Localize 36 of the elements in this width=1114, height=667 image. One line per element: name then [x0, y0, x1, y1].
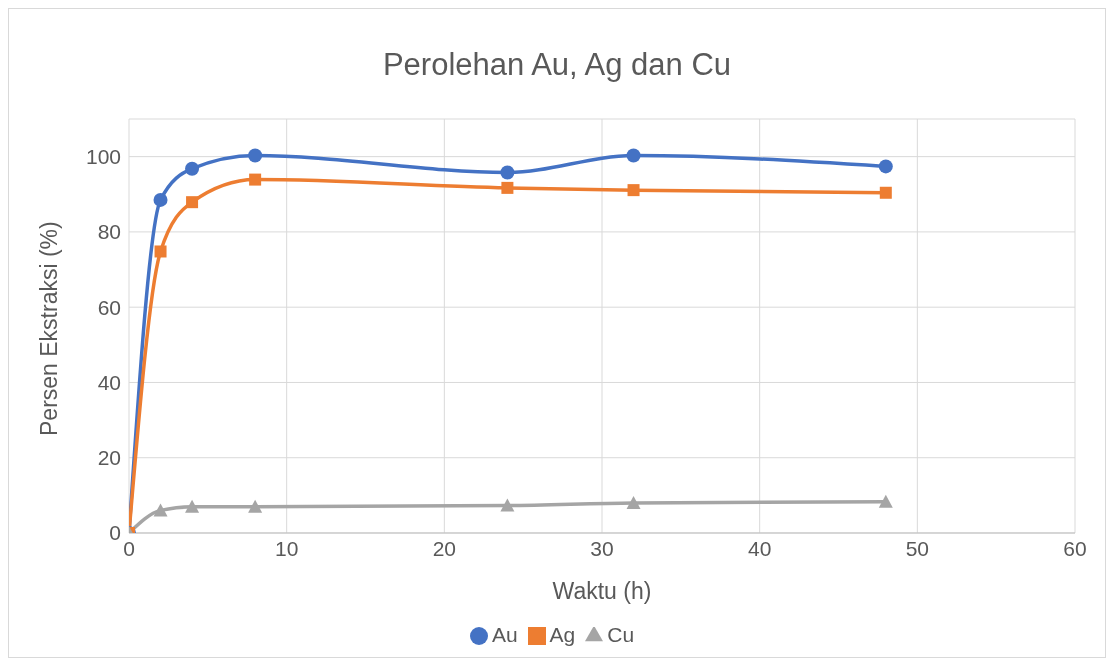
point: [185, 161, 200, 176]
point: [626, 148, 641, 163]
x-tick-label: 50: [905, 536, 930, 560]
chart-title: Perolehan Au, Ag dan Cu: [381, 46, 733, 84]
x-tick-label: 60: [1063, 536, 1087, 560]
legend-label: Cu: [607, 623, 635, 646]
point: [878, 159, 893, 174]
point: [879, 186, 892, 199]
point: [154, 245, 167, 258]
point: [153, 503, 168, 517]
point: [500, 498, 515, 512]
y-tick-label: 20: [97, 446, 121, 470]
point: [627, 184, 640, 197]
y-tick-label: 100: [85, 145, 121, 169]
y-tick-label: 60: [97, 295, 121, 319]
point: [248, 499, 263, 513]
x-tick-label: 40: [747, 536, 772, 560]
point: [185, 499, 200, 513]
point: [878, 494, 893, 508]
point: [500, 165, 515, 180]
point: [501, 181, 514, 194]
point: [248, 148, 263, 163]
legend-label: Au: [491, 623, 518, 646]
y-tick-label: 40: [97, 370, 121, 394]
x-tick-label: 20: [432, 536, 457, 560]
y-tick-label: 0: [109, 521, 121, 545]
point: [249, 173, 262, 186]
y-axis-title: Persen Ekstraksi (%): [36, 221, 63, 436]
point: [186, 196, 199, 209]
legend-label: Ag: [549, 623, 576, 646]
y-tick-label: 80: [97, 220, 121, 244]
point: [626, 495, 641, 509]
x-tick-label: 10: [274, 536, 299, 560]
x-axis-title: Waktu (h): [552, 578, 652, 604]
point: [153, 192, 168, 207]
x-tick-label: 30: [590, 536, 614, 560]
